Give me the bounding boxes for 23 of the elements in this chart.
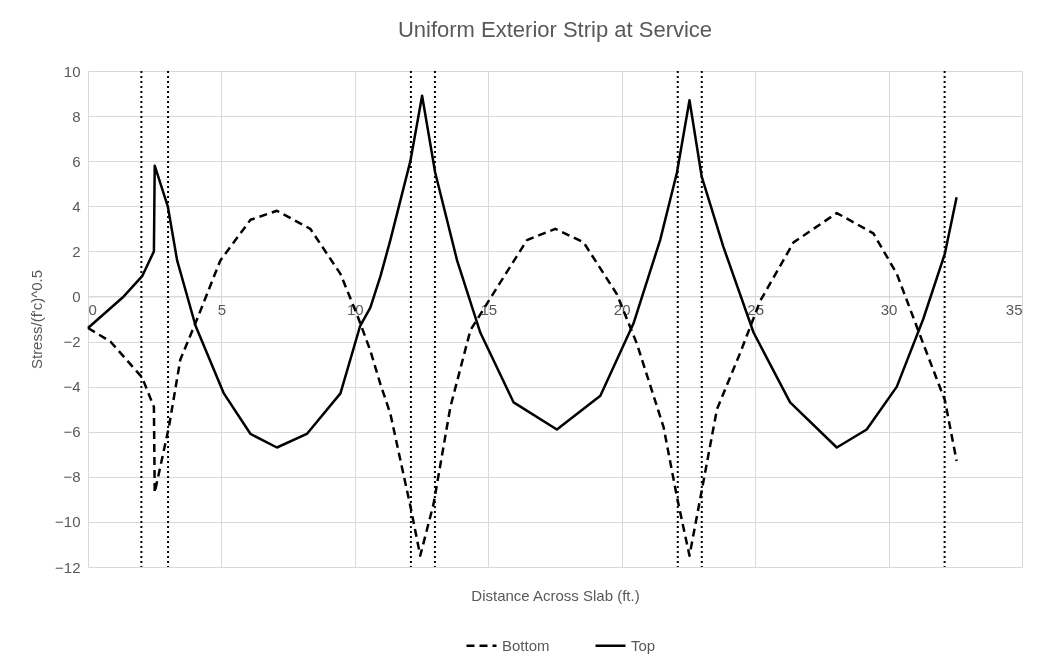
y-axis-title: Stress/(f'c)^0.5 [28, 269, 46, 370]
y-tick-label: 6 [72, 152, 81, 170]
legend-label: Top [631, 636, 656, 654]
x-axis-title: Distance Across Slab (ft.) [471, 586, 640, 604]
y-tick-label: 10 [63, 62, 81, 80]
y-tick-label: 4 [72, 197, 81, 215]
y-tick-label: −6 [63, 423, 81, 441]
x-tick-label: 15 [480, 300, 498, 318]
x-tick-label: 5 [217, 300, 227, 318]
chart-title: Uniform Exterior Strip at Service [397, 17, 713, 42]
x-tick-label: 35 [1005, 300, 1023, 318]
legend-label: Bottom [502, 636, 550, 654]
x-tick-label: 0 [88, 300, 97, 318]
y-tick-label: −8 [63, 468, 81, 486]
y-tick-label: −2 [63, 333, 81, 351]
y-tick-label: 0 [72, 287, 81, 305]
y-tick-label: −12 [55, 558, 81, 576]
x-tick-label: 30 [880, 300, 898, 318]
y-tick-label: −4 [63, 378, 81, 396]
y-tick-label: 2 [72, 242, 81, 260]
x-tick-label: 10 [347, 300, 364, 318]
y-tick-label: 8 [72, 107, 81, 125]
y-tick-label: −10 [55, 513, 81, 531]
